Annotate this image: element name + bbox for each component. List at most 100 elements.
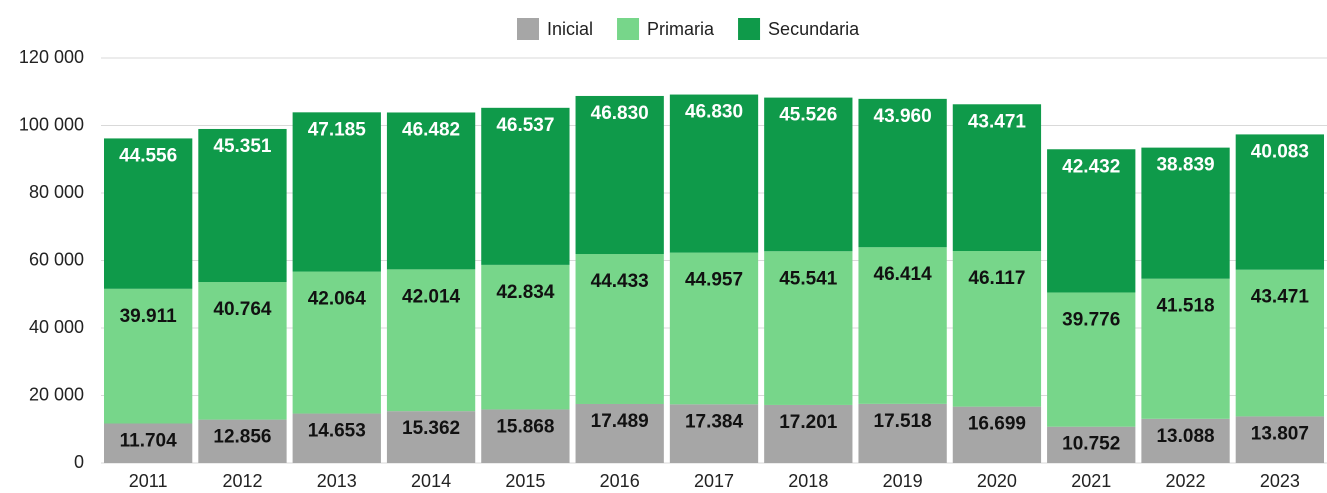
bar-segment (952, 104, 1042, 251)
data-label: 44.957 (685, 270, 743, 291)
bar-segment (481, 409, 570, 463)
legend-label: Secundaria (768, 19, 860, 39)
bar-segment (292, 413, 381, 463)
data-label: 15.868 (496, 416, 554, 437)
data-label: 46.537 (496, 115, 554, 136)
bar-segment (104, 423, 193, 463)
data-label: 43.960 (874, 106, 932, 127)
bar-segment (764, 97, 853, 252)
y-tick-label: 0 (74, 452, 84, 472)
data-label: 43.471 (1251, 287, 1310, 308)
data-label: 16.699 (968, 414, 1026, 435)
bar-segment (669, 404, 759, 463)
data-label: 42.014 (402, 286, 461, 307)
data-label: 42.834 (496, 282, 555, 303)
bar-segment (575, 254, 664, 404)
x-tick-label: 2021 (1071, 471, 1111, 491)
data-label: 11.704 (120, 431, 177, 452)
bar-segment (386, 269, 476, 412)
legend-swatch (738, 18, 761, 40)
x-tick-label: 2020 (977, 471, 1017, 491)
bar-segment (1235, 269, 1324, 417)
bar-segment (198, 282, 287, 420)
bar-segment (764, 251, 853, 405)
data-label: 13.088 (1156, 426, 1214, 447)
bar-segment (952, 406, 1042, 463)
bar-segment (858, 98, 947, 248)
bar-segment (104, 138, 193, 289)
data-label: 12.856 (213, 427, 271, 448)
data-label: 44.556 (119, 145, 177, 166)
data-label: 17.201 (779, 412, 838, 433)
bar-segment (481, 107, 570, 265)
data-label: 44.433 (591, 271, 649, 292)
bar-segment (198, 128, 287, 283)
data-label: 15.362 (402, 418, 460, 439)
data-label: 41.518 (1156, 296, 1214, 317)
x-tick-label: 2019 (883, 471, 923, 491)
bar-segment (1235, 416, 1324, 463)
data-label: 45.526 (779, 105, 837, 126)
bar-segment (386, 411, 476, 463)
data-label: 40.083 (1251, 141, 1309, 162)
bar-segment (1047, 426, 1136, 463)
data-label: 46.830 (591, 103, 649, 124)
bar-segment (669, 252, 759, 405)
bar-segment (198, 419, 287, 463)
bar-segment (1235, 134, 1324, 270)
data-label: 38.839 (1156, 155, 1214, 176)
x-tick-label: 2013 (317, 471, 357, 491)
bar-segment (386, 112, 476, 270)
bar-segment (952, 250, 1042, 407)
x-tick-label: 2022 (1166, 471, 1206, 491)
legend-label: Primaria (647, 19, 715, 39)
x-tick-label: 2018 (788, 471, 828, 491)
bar-segment (1047, 292, 1136, 427)
data-label: 17.518 (874, 411, 932, 432)
bar-segment (1141, 147, 1230, 279)
bar-segment (1047, 149, 1136, 293)
y-tick-label: 60 000 (29, 249, 84, 269)
y-tick-label: 100 000 (19, 114, 84, 134)
data-label: 42.432 (1062, 156, 1120, 177)
bar-segment (669, 94, 759, 253)
bar-segment (1141, 418, 1230, 463)
data-label: 17.489 (591, 411, 649, 432)
data-label: 42.064 (308, 289, 367, 310)
bar-segment (575, 95, 664, 255)
data-label: 40.764 (213, 299, 272, 320)
data-label: 47.185 (308, 119, 367, 140)
bar-segment (1141, 278, 1230, 419)
bar-segment (858, 403, 947, 463)
bar-segment (292, 112, 381, 272)
bar-segment (104, 288, 193, 424)
data-label: 39.911 (120, 306, 177, 327)
x-tick-label: 2015 (505, 471, 545, 491)
data-label: 45.541 (779, 268, 838, 289)
y-tick-label: 80 000 (29, 182, 84, 202)
x-tick-label: 2017 (694, 471, 734, 491)
data-label: 17.384 (685, 411, 744, 432)
y-tick-label: 40 000 (29, 317, 84, 337)
bar-segment (575, 403, 664, 463)
x-tick-label: 2016 (600, 471, 640, 491)
x-tick-label: 2012 (222, 471, 262, 491)
data-label: 46.830 (685, 102, 743, 123)
data-label: 45.351 (213, 136, 272, 157)
y-tick-label: 20 000 (29, 384, 84, 404)
x-tick-label: 2014 (411, 471, 451, 491)
data-label: 10.752 (1062, 434, 1120, 455)
data-label: 46.117 (968, 268, 1025, 289)
bar-segment (858, 247, 947, 404)
x-tick-label: 2023 (1260, 471, 1300, 491)
data-label: 43.471 (968, 111, 1027, 132)
data-label: 13.807 (1251, 423, 1309, 444)
data-label: 46.414 (874, 264, 933, 285)
y-tick-label: 120 000 (19, 47, 84, 67)
x-tick-label: 2011 (129, 471, 168, 491)
data-label: 39.776 (1062, 309, 1120, 330)
bar-segment (481, 264, 570, 410)
bar-segment (292, 271, 381, 414)
data-label: 46.482 (402, 119, 460, 140)
